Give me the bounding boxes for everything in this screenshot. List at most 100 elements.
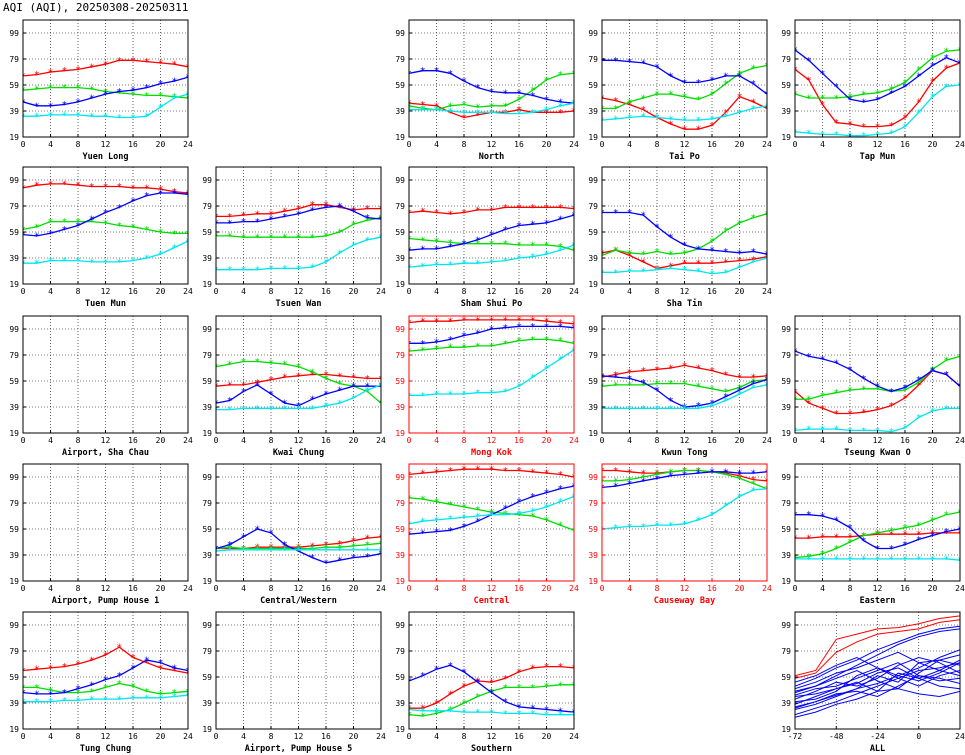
x-tick-label: 8 (848, 436, 853, 445)
data-point: * (130, 183, 136, 194)
x-tick-label: 4 (434, 584, 439, 593)
series-group: ****************************************… (409, 316, 574, 402)
data-point: * (750, 469, 756, 480)
data-point: * (323, 545, 329, 556)
x-tick-label: 16 (707, 584, 717, 593)
data-point: * (364, 534, 370, 545)
data-point: * (847, 554, 853, 565)
series-line (216, 542, 381, 550)
data-point: * (888, 530, 894, 541)
x-tick-label: 12 (873, 436, 883, 445)
data-point: * (861, 90, 867, 101)
y-tick-label: 19 (781, 577, 791, 586)
data-point: * (102, 695, 108, 706)
x-tick-label: 12 (487, 584, 497, 593)
data-point: * (268, 215, 274, 226)
data-point: * (709, 269, 715, 280)
data-point: * (268, 233, 274, 244)
data-point: * (819, 354, 825, 365)
y-tick-label: 39 (395, 107, 405, 116)
data-point: * (888, 387, 894, 398)
series-line (795, 350, 960, 393)
x-tick-label: 12 (873, 584, 883, 593)
data-point: * (695, 78, 701, 89)
data-point: * (157, 250, 163, 261)
data-point: * (420, 345, 426, 356)
data-point: * (75, 221, 81, 232)
x-tick-label: 0 (600, 140, 605, 149)
series-line (602, 95, 767, 130)
panel-yuen-long: * * * * * * * * * * * * ** * * * * * * * * * * * ** * * * * * * * * * * * **… (9, 19, 193, 162)
data-point: * (626, 208, 632, 219)
x-tick-label: 20 (349, 584, 359, 593)
y-tick-label: 79 (9, 202, 19, 211)
data-point: * (888, 129, 894, 140)
y-tick-label: 59 (781, 673, 791, 682)
data-point: * (102, 650, 108, 661)
data-point: * (723, 247, 729, 258)
data-point: * (447, 335, 453, 346)
x-tick-label: 8 (462, 436, 467, 445)
panel-airport-sha-chau: 0 4 8 12 16 20 24 19 39 59 79 99 Airport, Sha Chau (9, 315, 193, 458)
data-point: * (20, 71, 26, 82)
data-point: * (171, 189, 177, 200)
panel-eastern: * * * * * * * * * * * * ** * * *** * * * * * * ** * * **** * * * * * **… (781, 463, 965, 606)
x-tick-label: 20 (349, 287, 359, 296)
series-line (602, 213, 767, 257)
data-point: * (337, 203, 343, 214)
x-tick-label: 16 (128, 584, 138, 593)
x-tick-label: 20 (735, 584, 745, 593)
data-point: * (571, 680, 577, 691)
data-point: * (34, 697, 40, 708)
series-line (795, 532, 960, 539)
y-tick-label: 79 (781, 351, 791, 360)
y-tick-label: 99 (9, 473, 19, 482)
x-tick-label: 20 (156, 436, 166, 445)
data-point: * (902, 386, 908, 397)
x-tick-label: 24 (183, 436, 193, 445)
data-point: * (461, 708, 467, 719)
data-point: * (309, 404, 315, 415)
data-point: * (530, 335, 536, 346)
data-point: * (640, 257, 646, 268)
data-point: * (792, 554, 798, 565)
data-point: * (378, 545, 384, 556)
data-point: * (447, 101, 453, 112)
panel-title: Airport, Pump House 5 (245, 743, 352, 754)
panel-title: Airport, Sha Chau (62, 447, 149, 458)
data-point: * (695, 466, 701, 477)
data-point: * (750, 255, 756, 266)
data-point: * (227, 231, 233, 242)
data-point: * (323, 231, 329, 242)
x-tick-label: 20 (156, 287, 166, 296)
data-point: * (681, 466, 687, 477)
panel-title: Kwai Chung (273, 447, 324, 458)
data-point: * (420, 66, 426, 77)
data-point: * (185, 669, 191, 680)
data-point: * (433, 390, 439, 401)
series-line (216, 384, 381, 411)
y-tick-label: 19 (202, 577, 212, 586)
data-point: * (89, 687, 95, 698)
data-point: * (20, 86, 26, 97)
x-tick-label: 0 (21, 287, 26, 296)
series-line (409, 338, 574, 352)
data-point: * (420, 706, 426, 717)
data-point: * (171, 663, 177, 674)
data-point: * (543, 203, 549, 214)
data-point: * (20, 225, 26, 236)
y-tick-label: 99 (588, 325, 598, 334)
y-tick-label: 99 (202, 176, 212, 185)
data-point: * (502, 387, 508, 398)
y-tick-label: 39 (781, 699, 791, 708)
data-point: * (447, 526, 453, 537)
x-tick-label: 8 (462, 287, 467, 296)
y-tick-label: 59 (9, 81, 19, 90)
panel-tseung-kwan-o: ** * * * * * **** *** * * * * * * * **** ** * * **** * *** ***… (781, 315, 965, 458)
data-point: * (171, 229, 177, 240)
series-line (602, 384, 767, 409)
data-point: * (488, 87, 494, 98)
data-point: * (516, 322, 522, 333)
data-point: * (557, 484, 563, 495)
data-point: * (668, 404, 674, 415)
